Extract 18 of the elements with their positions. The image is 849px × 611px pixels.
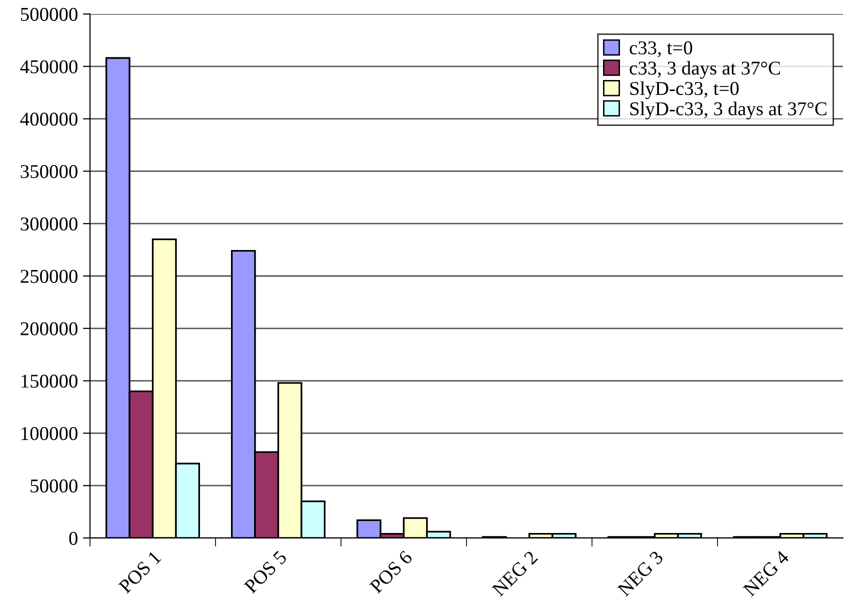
y-tick-label: 450000 — [20, 60, 78, 74]
y-tick-label: 250000 — [20, 270, 78, 283]
legend-label: SlyD-c33, 3 days at 37°C — [630, 102, 826, 120]
legend-label: SlyD-c33, t=0 — [630, 81, 739, 100]
legend-label: c33, 3 days at 37°C — [630, 61, 780, 79]
y-tick-label: 200000 — [20, 322, 78, 336]
x-tick-label: POS 5 — [244, 550, 288, 594]
y-tick-label: 400000 — [20, 112, 78, 126]
y-tick-label: 0 — [69, 532, 78, 545]
x-tick-label: POS 6 — [369, 550, 414, 594]
y-tick-label: 50000 — [30, 479, 78, 493]
legend-label: c33, t=0 — [630, 41, 692, 58]
y-tick-label: 100000 — [22, 427, 78, 440]
y-tick-label: 500000 — [20, 8, 78, 21]
x-tick-label: POS 1 — [118, 550, 162, 594]
y-tick-label: 300000 — [20, 217, 78, 231]
y-tick-label: 150000 — [22, 374, 78, 388]
y-tick-label: 350000 — [20, 165, 78, 178]
